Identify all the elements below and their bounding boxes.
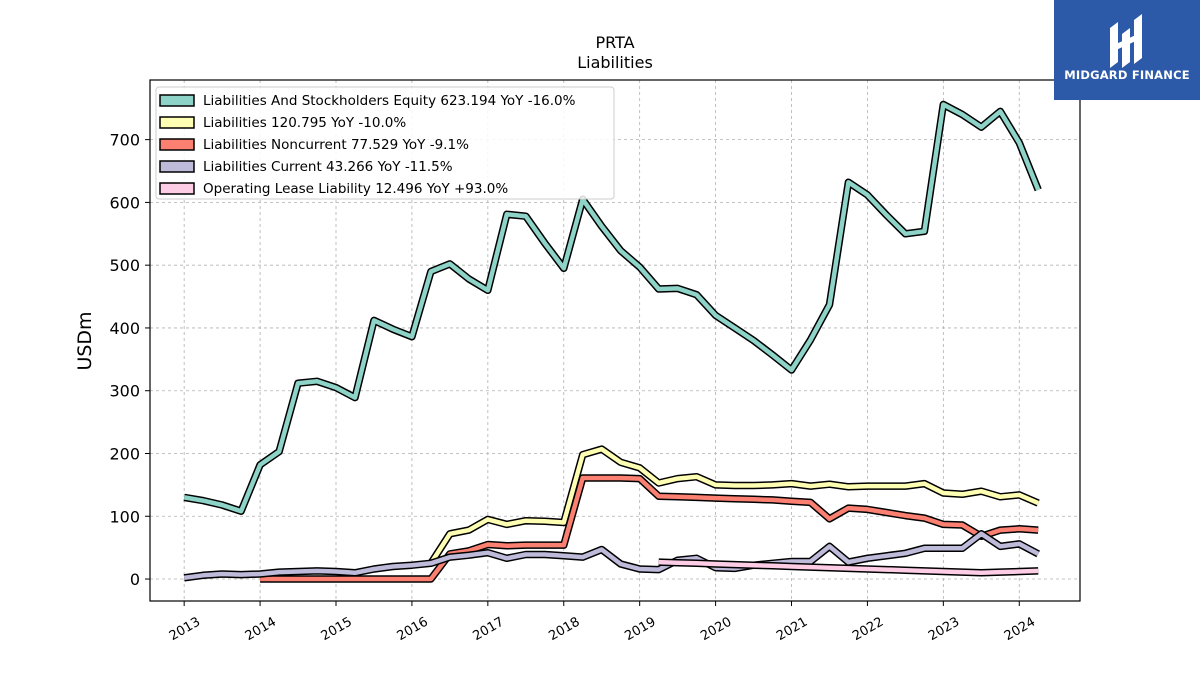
legend-label: Liabilities And Stockholders Equity 623.… bbox=[203, 93, 576, 109]
legend-swatch bbox=[159, 182, 195, 195]
series-outline bbox=[260, 474, 1039, 583]
x-tick-label: 2023 bbox=[926, 615, 962, 645]
series-2 bbox=[260, 474, 1039, 583]
legend-swatch bbox=[159, 138, 195, 151]
midgard-logo-icon bbox=[1110, 14, 1142, 68]
legend-label: Liabilities Noncurrent 77.529 YoY -9.1% bbox=[203, 137, 469, 153]
x-tick-label: 2019 bbox=[622, 615, 658, 645]
y-tick-label: 600 bbox=[109, 193, 140, 212]
plot-frame bbox=[149, 79, 1081, 602]
y-tick-label: 0 bbox=[130, 570, 140, 589]
x-axis: 2013 2014 2015 2016 2017 2018 2019 2020 2021 2022… bbox=[167, 601, 1038, 644]
legend-label: Operating Lease Liability 12.496 YoY +93… bbox=[203, 181, 508, 197]
x-tick-label: 2024 bbox=[1002, 615, 1038, 645]
x-tick-label: 2020 bbox=[698, 615, 734, 645]
legend: Liabilities And Stockholders Equity 623.… bbox=[155, 86, 615, 200]
x-tick-label: 2021 bbox=[774, 615, 810, 645]
y-axis-label: USDm bbox=[74, 311, 96, 370]
y-tick-label: 100 bbox=[109, 507, 140, 526]
y-tick-label: 700 bbox=[109, 131, 140, 150]
legend-label: Liabilities 120.795 YoY -10.0% bbox=[203, 115, 406, 131]
y-axis: 0 100 200 300 400 500 600 700 bbox=[109, 131, 150, 589]
brand-badge: MIDGARD FINANCE bbox=[1054, 0, 1200, 100]
series-line bbox=[658, 559, 1039, 576]
series-4 bbox=[658, 558, 1039, 577]
chart-title: PRTA bbox=[595, 33, 634, 52]
series-line bbox=[183, 531, 1040, 581]
x-tick-label: 2015 bbox=[319, 615, 355, 645]
series-0 bbox=[183, 100, 1042, 515]
chart-subtitle: Liabilities bbox=[577, 53, 653, 72]
series-3 bbox=[183, 530, 1040, 582]
y-tick-label: 400 bbox=[109, 319, 140, 338]
legend-swatch bbox=[159, 160, 195, 173]
brand-name: MIDGARD FINANCE bbox=[1064, 68, 1190, 82]
x-tick-label: 2017 bbox=[471, 615, 507, 645]
legend-swatch bbox=[159, 116, 195, 129]
x-tick-label: 2013 bbox=[167, 615, 203, 645]
x-tick-label: 2016 bbox=[395, 615, 431, 645]
x-tick-label: 2018 bbox=[546, 615, 582, 645]
legend-label: Liabilities Current 43.266 YoY -11.5% bbox=[203, 159, 453, 175]
legend-box bbox=[155, 86, 615, 200]
y-tick-label: 200 bbox=[109, 444, 140, 463]
legend-swatch bbox=[159, 94, 195, 107]
x-tick-label: 2022 bbox=[850, 615, 886, 645]
series-1 bbox=[427, 445, 1040, 566]
series-line bbox=[183, 102, 1041, 514]
series-line bbox=[260, 475, 1039, 582]
x-tick-label: 2014 bbox=[243, 615, 279, 645]
series-line bbox=[429, 446, 1040, 565]
y-tick-label: 300 bbox=[109, 382, 140, 401]
y-tick-label: 500 bbox=[109, 256, 140, 275]
series-lines bbox=[183, 100, 1042, 583]
